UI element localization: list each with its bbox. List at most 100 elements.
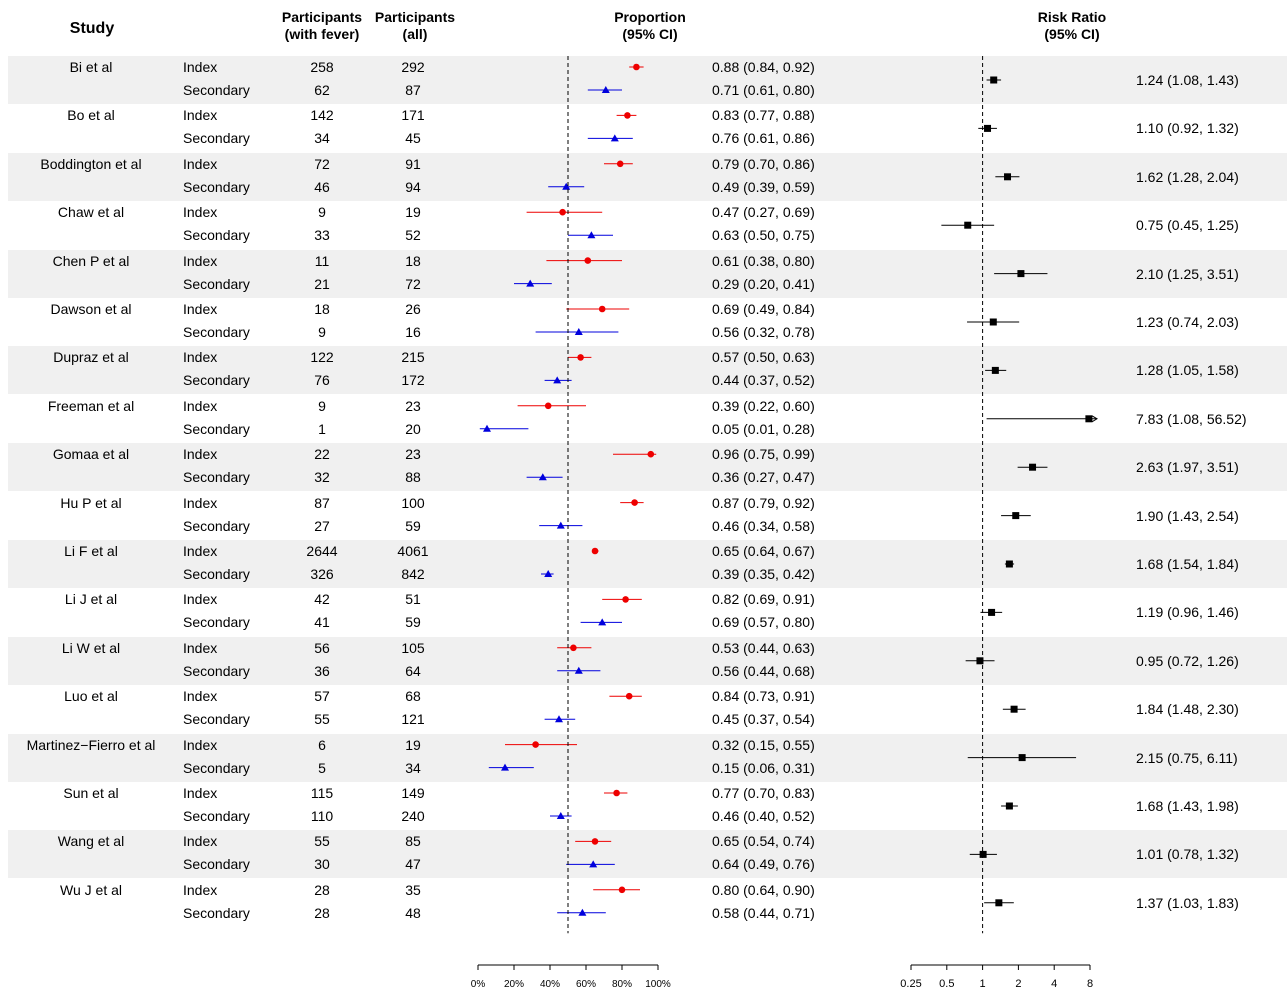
index-group-label: Index — [183, 301, 218, 317]
index-group-label: Index — [183, 204, 218, 221]
index-fever-count: 11 — [314, 252, 330, 269]
risk-ratio-tick-label: 4 — [1051, 978, 1057, 990]
risk-ratio-marker — [1005, 802, 1013, 810]
index-point-marker — [544, 402, 552, 410]
secondary-point-marker — [526, 279, 535, 287]
index-fever-count: 258 — [310, 59, 334, 75]
risk-ratio-ci: 1.62 (1.28, 2.04) — [1136, 168, 1239, 185]
secondary-total-count: 94 — [405, 178, 421, 195]
study-name: Hu P et al — [60, 494, 122, 511]
proportion-tick-label: 60% — [576, 979, 596, 990]
secondary-proportion-ci: 0.39 (0.35, 0.42) — [712, 566, 815, 582]
risk-ratio-marker — [1029, 463, 1037, 471]
index-proportion-ci: 0.65 (0.64, 0.67) — [712, 543, 815, 559]
secondary-fever-count: 326 — [310, 566, 334, 582]
risk-ratio-marker — [991, 366, 999, 374]
index-group-label: Index — [183, 881, 218, 898]
secondary-total-count: 59 — [405, 517, 421, 534]
secondary-total-count: 88 — [405, 469, 421, 486]
index-point-marker — [591, 838, 599, 845]
secondary-group-label: Secondary — [183, 469, 250, 486]
risk-ratio-ci: 1.68 (1.43, 1.98) — [1136, 798, 1239, 814]
index-fever-count: 87 — [314, 494, 330, 511]
study-name: Bo et al — [67, 107, 115, 124]
risk-ratio-arrow-icon — [1091, 415, 1098, 423]
secondary-group-label: Secondary — [183, 662, 250, 679]
risk-ratio-marker — [1017, 270, 1025, 278]
index-proportion-ci: 0.87 (0.79, 0.92) — [712, 494, 815, 511]
study-name: Chaw et al — [57, 204, 125, 221]
index-fever-count: 28 — [314, 881, 330, 898]
secondary-group-label: Secondary — [183, 904, 250, 921]
secondary-point-marker — [598, 618, 607, 626]
secondary-proportion-ci: 0.69 (0.57, 0.80) — [712, 614, 815, 631]
risk-ratio-ci: 1.24 (1.08, 1.43) — [1136, 72, 1239, 88]
index-group-label: Index — [183, 688, 218, 705]
secondary-proportion-ci: 0.64 (0.49, 0.76) — [712, 856, 815, 873]
index-group-label: Index — [183, 107, 218, 124]
secondary-point-marker — [601, 86, 610, 93]
index-total-count: 23 — [405, 446, 421, 463]
secondary-fever-count: 5 — [318, 759, 326, 776]
index-point-marker — [570, 644, 577, 652]
index-proportion-ci: 0.39 (0.22, 0.60) — [712, 397, 815, 414]
study-name: Dawson et al — [50, 301, 132, 317]
index-point-marker — [633, 63, 640, 71]
secondary-point-marker — [556, 521, 565, 529]
risk-ratio-tick-label: 0.25 — [900, 978, 921, 990]
risk-ratio-ci: 1.10 (0.92, 1.32) — [1136, 120, 1239, 137]
secondary-proportion-ci: 0.15 (0.06, 0.31) — [712, 759, 815, 776]
proportion-tick-label: 40% — [540, 979, 560, 990]
row-band — [8, 249, 1287, 298]
index-point-marker — [618, 886, 626, 894]
secondary-fever-count: 55 — [314, 711, 330, 728]
study-name: Sun et al — [63, 785, 119, 801]
index-proportion-ci: 0.82 (0.69, 0.91) — [712, 591, 815, 608]
study-name: Dupraz et al — [53, 349, 129, 366]
secondary-total-count: 172 — [401, 372, 425, 389]
secondary-point-marker — [562, 182, 571, 190]
index-total-count: 171 — [401, 107, 425, 124]
secondary-group-label: Secondary — [183, 275, 250, 292]
secondary-total-count: 34 — [405, 759, 421, 776]
index-total-count: 91 — [405, 155, 421, 172]
risk-ratio-ci: 1.01 (0.78, 1.32) — [1136, 846, 1239, 863]
index-group-label: Index — [183, 785, 218, 801]
risk-ratio-tick-label: 0.5 — [939, 978, 954, 990]
index-proportion-ci: 0.32 (0.15, 0.55) — [712, 736, 815, 753]
risk-ratio-ci: 0.95 (0.72, 1.26) — [1136, 652, 1239, 669]
secondary-point-marker — [610, 134, 619, 142]
risk-ratio-marker — [1010, 705, 1018, 713]
index-total-count: 4061 — [397, 543, 429, 559]
index-group-label: Index — [183, 252, 218, 269]
secondary-point-marker — [574, 328, 583, 335]
index-point-marker — [625, 692, 633, 700]
study-name: Li W et al — [61, 639, 121, 656]
index-fever-count: 56 — [314, 639, 330, 656]
index-total-count: 292 — [401, 59, 425, 75]
secondary-group-label: Secondary — [183, 517, 250, 534]
index-point-marker — [532, 741, 539, 748]
secondary-total-count: 842 — [401, 566, 425, 582]
secondary-group-label: Secondary — [183, 614, 250, 631]
index-point-marker — [616, 160, 624, 168]
secondary-total-count: 240 — [401, 808, 425, 824]
risk-ratio-marker — [976, 657, 984, 665]
index-point-marker — [647, 450, 655, 458]
index-proportion-ci: 0.53 (0.44, 0.63) — [712, 639, 815, 656]
index-point-marker — [559, 208, 566, 216]
index-proportion-ci: 0.83 (0.77, 0.88) — [712, 107, 815, 124]
index-fever-count: 9 — [318, 397, 326, 414]
study-name: Gomaa et al — [52, 446, 130, 463]
secondary-total-count: 20 — [405, 420, 421, 437]
secondary-total-count: 47 — [405, 856, 421, 873]
index-proportion-ci: 0.79 (0.70, 0.86) — [712, 155, 815, 172]
risk-ratio-ci: 2.15 (0.75, 6.11) — [1136, 749, 1238, 766]
index-total-count: 35 — [405, 881, 421, 898]
index-fever-count: 122 — [310, 349, 334, 366]
index-total-count: 26 — [405, 301, 421, 317]
secondary-total-count: 16 — [405, 324, 421, 340]
secondary-proportion-ci: 0.56 (0.44, 0.68) — [712, 662, 815, 679]
secondary-point-marker — [556, 812, 565, 819]
secondary-fever-count: 62 — [314, 82, 330, 98]
